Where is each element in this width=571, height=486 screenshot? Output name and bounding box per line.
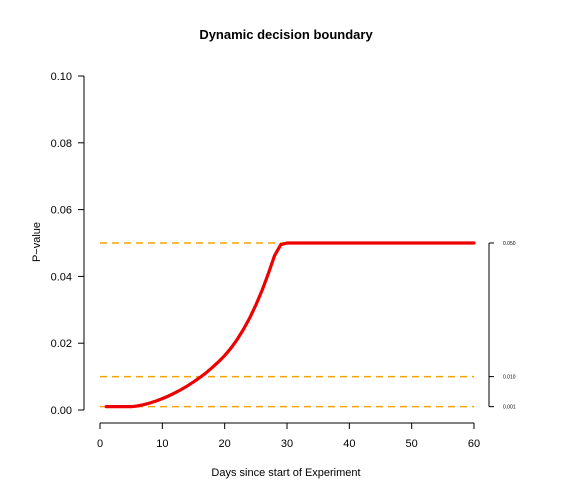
y-tick-label: 0.10 [51,71,72,83]
x-tick-label: 50 [406,438,418,450]
x-tick-label: 60 [468,438,480,450]
chart-title: Dynamic decision boundary [199,27,373,42]
reference-lines [100,242,474,408]
right-tick-label: 0.050 [503,241,516,247]
y-axis-label: P−value [31,222,43,262]
x-tick-label: 0 [97,438,103,450]
x-axis-label: Days since start of Experiment [211,467,360,479]
series-layer [104,241,476,409]
x-tick-label: 20 [219,438,231,450]
y-tick-label: 0.08 [51,138,72,150]
right-tick-label: 0.001 [503,405,516,411]
y-tick-label: 0.04 [51,271,72,283]
x-tick-label: 40 [343,438,355,450]
y-tick-label: 0.02 [51,338,72,350]
x-axis: 0 10 20 30 40 50 60 [97,422,480,450]
y-axis: 0.00 0.02 0.04 0.06 0.08 0.10 [51,71,85,417]
x-tick-label: 30 [281,438,293,450]
right-tick-label: 0.010 [503,375,516,381]
y-tick-label: 0.00 [51,405,72,417]
right-axis: 0.050 0.010 0.001 [488,241,516,411]
y-tick-label: 0.06 [51,205,72,217]
x-tick-label: 10 [156,438,168,450]
series-line-0 [104,241,476,409]
